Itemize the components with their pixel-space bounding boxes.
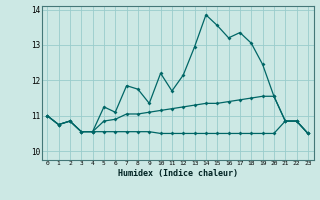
X-axis label: Humidex (Indice chaleur): Humidex (Indice chaleur) — [118, 169, 237, 178]
